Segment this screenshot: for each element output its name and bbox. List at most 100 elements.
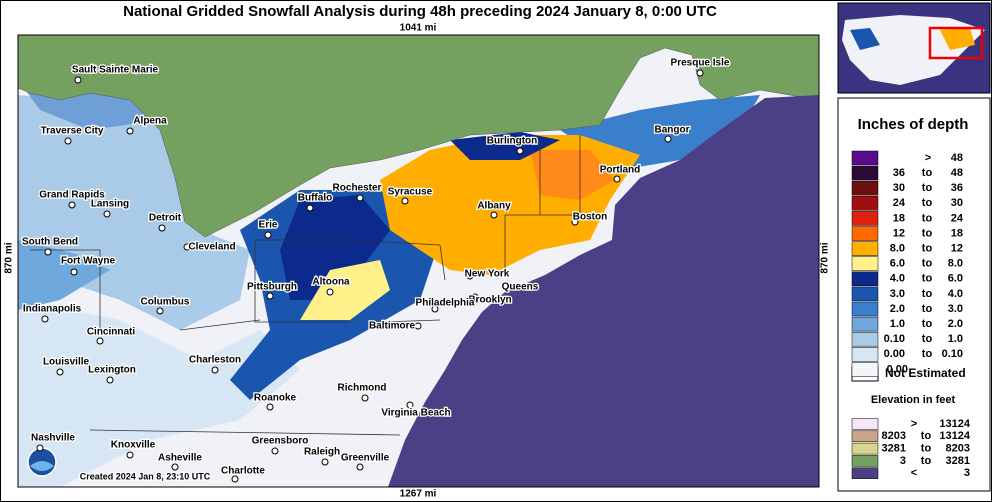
legend-label: 18 [951,227,963,239]
legend-swatch [851,331,879,347]
legend-label: 8.0 [948,258,963,270]
legend-label: to [922,333,933,345]
city-dot [471,293,479,301]
canada-land [18,35,819,238]
city-dot [126,127,134,135]
city-label: Syracuse [388,187,433,198]
legend-label: to [921,443,932,455]
city-label: Sault Sainte Marie [72,65,159,76]
city-label: Richmond [338,383,387,394]
legend-label: 0.10 [884,333,905,345]
legend-label: to [922,288,933,300]
city-dot [306,204,314,212]
city-label: Greensboro [252,436,309,447]
city-label: Boston [573,212,607,223]
light-snow-2 [18,240,110,310]
legend-label: to [922,212,933,224]
legend-swatch [851,165,879,181]
legend-label: < [911,467,917,479]
legend-label: > [925,152,931,164]
city-label: Virginia Beach [381,408,450,419]
city-dot [183,243,191,251]
city-dot [266,292,274,300]
city-dot [266,403,274,411]
city-label: Rochester [333,183,382,194]
city-label: Brooklyn [468,295,511,306]
legend-swatch [851,301,879,317]
city-dot [664,135,672,143]
noaa-logo [27,447,57,477]
city-label: Louisville [43,357,90,368]
city-dot [211,366,219,374]
ocean [388,95,819,487]
legend-swatch [851,286,879,302]
heavy-band [280,195,390,300]
legend-label: 24 [951,212,964,224]
city-dot [406,401,414,409]
legend-label: 12 [951,243,963,255]
city-dot [70,268,78,276]
city-label: Roanoke [254,393,297,404]
city-dot [321,458,329,466]
city-dot [326,288,334,296]
city-label: South Bend [22,237,78,248]
city-dot [231,475,239,483]
altoona-snow [300,260,390,320]
city-label: Fort Wayne [61,256,116,267]
legend-label: to [921,430,932,442]
legend-label: to [922,303,933,315]
heaviest-snow [530,150,615,200]
city-dot [41,315,49,323]
city-label: Cincinnati [87,327,136,338]
legend-label: 8203 [946,443,970,455]
city-label: Pittsburgh [247,282,297,293]
scale-bottom: 1267 mi [400,489,437,500]
city-dot [96,337,104,345]
legend-label: to [922,318,933,330]
city-dot [696,69,704,77]
city-label: Presque Isle [671,58,730,69]
legend-label: 8203 [882,430,906,442]
legend-swatch [851,271,879,287]
legend-label: to [922,167,933,179]
legend-label: to [922,273,933,285]
inset-map [837,2,991,94]
map-title: National Gridded Snowfall Analysis durin… [123,3,717,20]
city-dot [361,394,369,402]
city-label: Cleveland [188,242,235,253]
legend-label: 3.0 [948,303,963,315]
legend-label: 36 [893,167,905,179]
legend-label: 4.0 [948,288,963,300]
legend-label: 36 [951,182,963,194]
legend-label: 1.0 [948,333,963,345]
legend-swatch [851,241,879,256]
city-dot [36,444,44,452]
legend-label: 48 [951,152,963,164]
city-dot [171,463,179,471]
legend-label: to [922,227,933,239]
city-label: Portland [600,165,641,176]
city-label: Erie [259,220,278,231]
city-dot [106,376,114,384]
legend-swatch [851,180,879,196]
legend-title: Inches of depth [858,116,969,133]
legend-label: 24 [893,197,906,209]
city-label: Philadelphia [416,298,475,309]
legend-label: to [922,197,933,209]
city-label: Bangor [655,125,690,136]
city-label: Altoona [312,277,350,288]
city-dot [103,210,111,218]
city-label: Alpena [133,116,167,127]
city-dot [44,248,52,256]
city-label: Columbus [141,297,190,308]
city-dot [501,281,509,289]
legend-label: 0.00 [887,363,908,375]
legend-label: to [922,182,933,194]
legend-label: to [921,455,932,467]
city-label: Albany [477,201,511,212]
legend-swatch [851,362,879,377]
city-dot [56,368,64,376]
city-dot [74,76,82,84]
city-label: Queens [502,282,539,293]
legend-label: 3.0 [890,288,905,300]
